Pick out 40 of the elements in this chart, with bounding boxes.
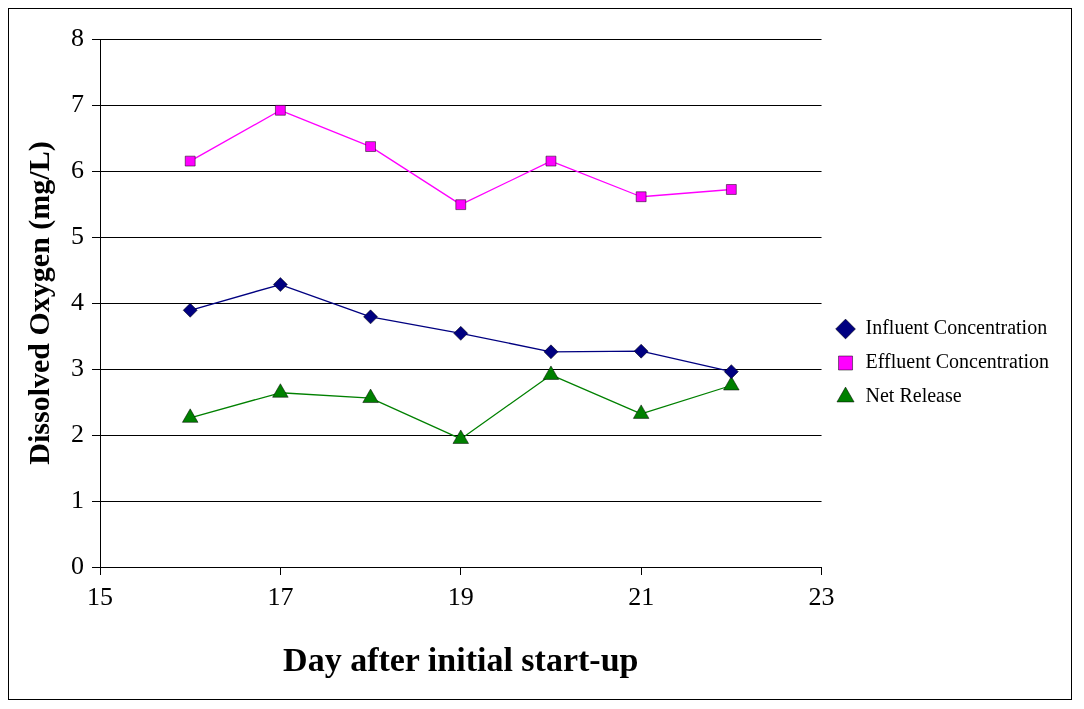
- y-tick-label: 2: [71, 418, 84, 448]
- point: [363, 309, 378, 325]
- x-tick-label: 19: [447, 582, 474, 612]
- point: [724, 364, 739, 379]
- x-axis-title: Day after initial start-up: [283, 641, 639, 679]
- point: [455, 199, 466, 210]
- point: [272, 383, 289, 398]
- point: [633, 404, 650, 419]
- point: [362, 388, 379, 403]
- point: [273, 277, 288, 292]
- point: [633, 343, 649, 359]
- point: [545, 155, 557, 167]
- x-tick-label: 23: [808, 582, 835, 612]
- legend-label: Effluent Concentration: [865, 350, 1049, 373]
- y-tick-label: 6: [71, 154, 84, 184]
- point: [542, 365, 559, 380]
- point: [184, 155, 196, 167]
- x-tick-label: 17: [267, 582, 294, 612]
- y-tick-label: 3: [71, 352, 84, 382]
- y-tick-label: 1: [71, 484, 84, 514]
- y-tick-label: 7: [71, 88, 84, 118]
- y-tick-label: 8: [71, 22, 84, 52]
- point: [453, 326, 469, 341]
- point: [182, 303, 198, 318]
- point: [452, 429, 469, 444]
- y-axis-title: Dissolved Oxygen (mg/L): [21, 141, 56, 465]
- x-tick-label: 21: [628, 582, 655, 612]
- point: [543, 344, 559, 360]
- point: [635, 191, 647, 202]
- legend-label: Net Release: [865, 384, 962, 407]
- y-tick-label: 5: [71, 220, 84, 250]
- y-tick-label: 4: [71, 286, 84, 316]
- x-tick-label: 15: [87, 582, 113, 612]
- point: [726, 184, 737, 195]
- point: [182, 408, 199, 423]
- point: [723, 376, 740, 391]
- legend-label: Influent Concentration: [865, 316, 1048, 339]
- point: [275, 105, 286, 116]
- y-tick-label: 0: [71, 550, 84, 580]
- point: [365, 141, 376, 152]
